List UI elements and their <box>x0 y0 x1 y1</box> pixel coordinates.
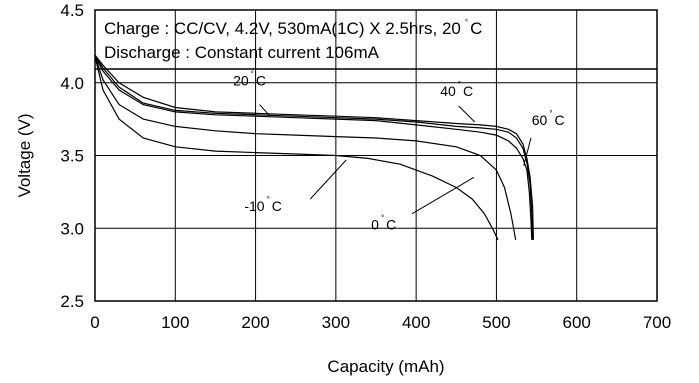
curve-labels: 20 ° C 40 ° C 60 ° C 0 ° C -10 ° C <box>233 70 565 233</box>
label-pointer <box>411 176 475 215</box>
y-tick-label: 2.5 <box>60 292 84 311</box>
x-tick-label: 400 <box>402 313 430 332</box>
curve-60c <box>94 54 534 240</box>
label-pointers <box>259 104 532 215</box>
curve-label: 40 ° C <box>440 80 473 99</box>
x-tick-label: 0 <box>90 313 99 332</box>
x-tick-label: 700 <box>643 313 671 332</box>
curve-label: -10 ° C <box>244 195 282 214</box>
grid <box>95 10 657 301</box>
curve-label: 0 ° C <box>371 214 396 233</box>
x-tick-label: 500 <box>482 313 510 332</box>
label-pointer <box>259 104 271 117</box>
curve-label: 20 ° C <box>233 70 266 89</box>
x-axis-label: Capacity (mAh) <box>327 357 444 376</box>
x-tick-label: 200 <box>241 313 269 332</box>
x-tick-label: 600 <box>563 313 591 332</box>
curve-label: 60 ° C <box>532 109 565 128</box>
y-tick-label: 3.5 <box>60 147 84 166</box>
y-tick-label: 3.0 <box>60 219 84 238</box>
label-pointer <box>458 105 476 123</box>
plot-frame <box>94 9 658 302</box>
label-pointer <box>523 137 532 166</box>
condition-note: Charge : CC/CV, 4.2V, 530mA(1C) X 2.5hrs… <box>104 18 482 38</box>
y-tick-label: 4.5 <box>60 1 84 20</box>
curve-0c <box>94 56 517 241</box>
condition-note: Discharge : Constant current 106mA <box>104 43 380 62</box>
x-tick-label: 300 <box>322 313 350 332</box>
y-tick-label: 4.0 <box>60 74 84 93</box>
curve-20c <box>94 56 533 240</box>
x-tick-labels: 0 100 200 300 400 500 600 700 <box>90 313 671 332</box>
condition-notes: Charge : CC/CV, 4.2V, 530mA(1C) X 2.5hrs… <box>95 18 657 70</box>
curve-minus10c <box>94 56 499 241</box>
y-axis-label: Voltage (V) <box>15 113 34 197</box>
x-tick-label: 100 <box>161 313 189 332</box>
y-tick-labels: 2.5 3.0 3.5 4.0 4.5 <box>60 1 84 311</box>
label-pointer <box>309 159 347 200</box>
curves <box>94 54 534 241</box>
